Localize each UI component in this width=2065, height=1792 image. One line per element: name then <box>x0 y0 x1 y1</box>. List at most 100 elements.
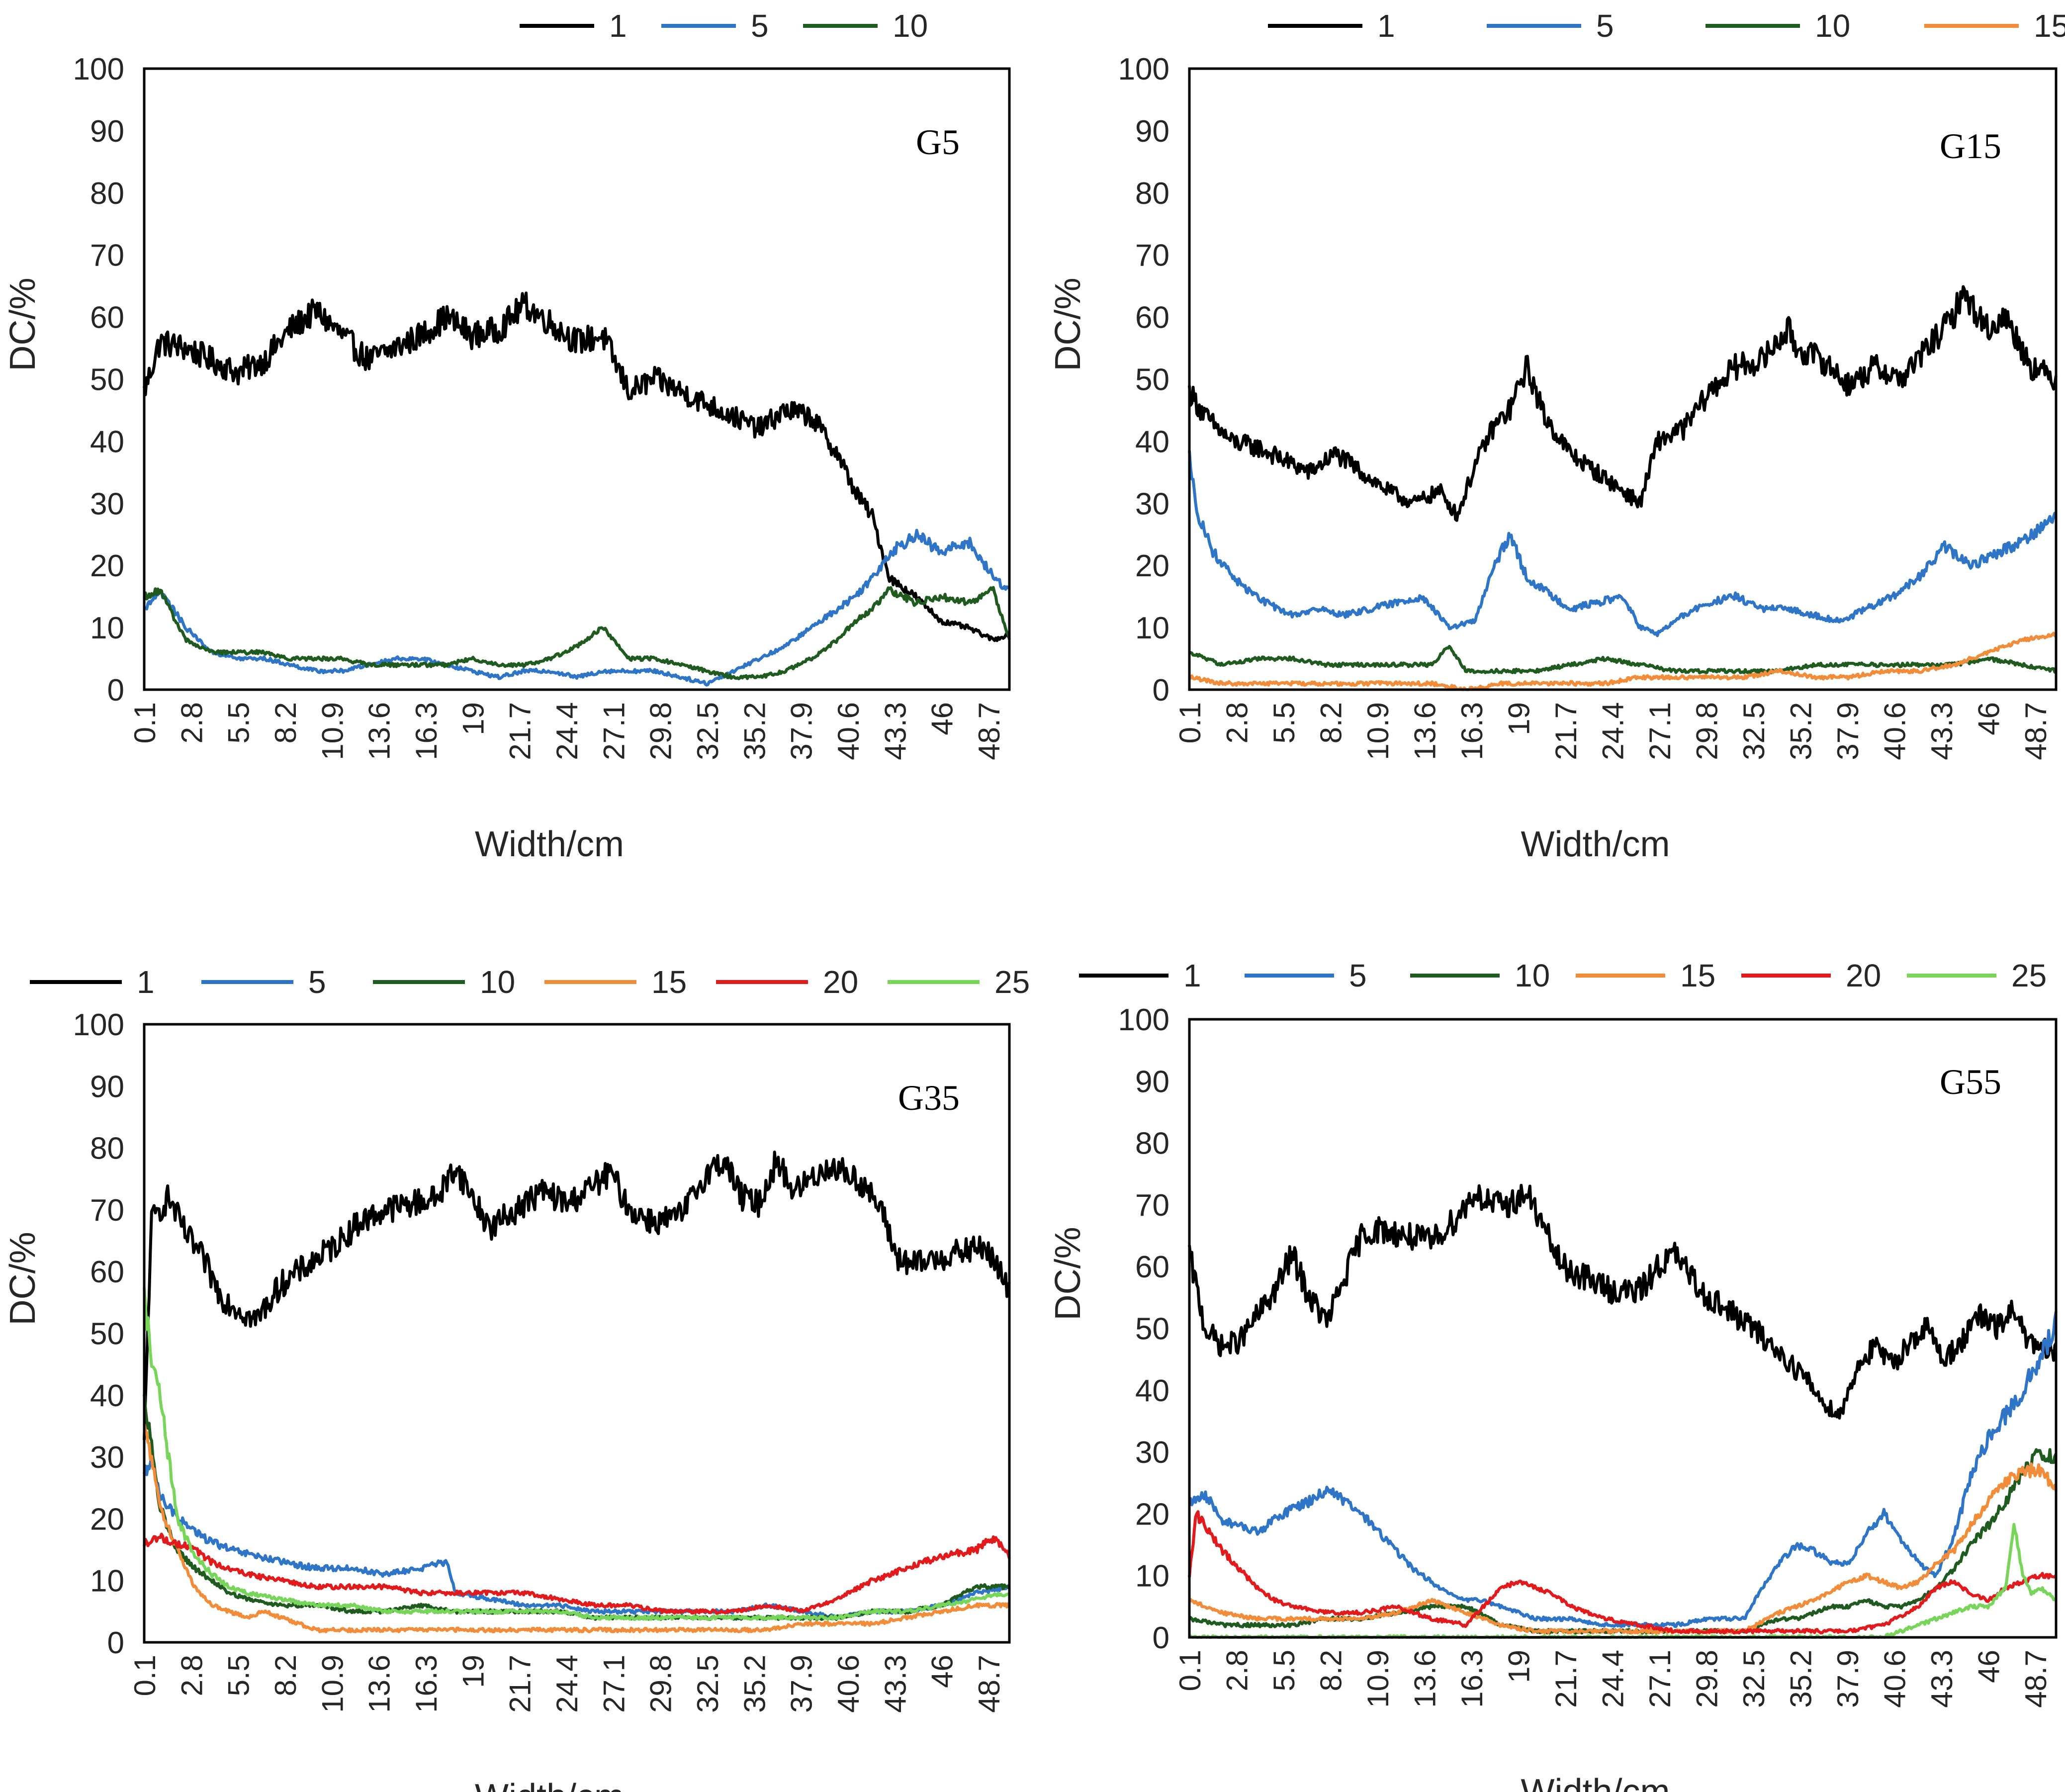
legend-label-10: 10 <box>1515 958 1550 993</box>
y-tick-label: 10 <box>90 611 124 645</box>
x-tick-label: 16.3 <box>1455 702 1489 760</box>
legend-label-5: 5 <box>751 8 769 44</box>
x-tick-label: 5.5 <box>222 702 256 743</box>
y-tick-label: 50 <box>90 363 124 397</box>
y-tick-label: 60 <box>90 1255 124 1289</box>
legend-label-1: 1 <box>137 964 155 1000</box>
y-tick-label: 10 <box>1135 611 1169 645</box>
series-line-20 <box>143 1532 1011 1615</box>
x-tick-label: 10.9 <box>316 702 349 760</box>
x-tick-label: 5.5 <box>1267 1650 1301 1691</box>
x-tick-label: 32.5 <box>691 702 724 760</box>
series-line-10 <box>1189 645 2057 675</box>
x-tick-label: 13.6 <box>1409 1650 1442 1708</box>
y-tick-label: 80 <box>1135 177 1169 211</box>
y-tick-label: 100 <box>1118 52 1169 87</box>
x-tick-label: 43.3 <box>879 1655 912 1713</box>
y-tick-label: 30 <box>90 487 124 521</box>
x-tick-label: 10.9 <box>1361 1650 1395 1708</box>
x-tick-label: 13.6 <box>1409 702 1442 760</box>
y-tick-label: 30 <box>1135 487 1169 521</box>
series-line-5 <box>1188 450 2058 637</box>
series-line-10 <box>1188 1448 2058 1635</box>
x-tick-label: 19 <box>456 702 490 735</box>
x-tick-label: 37.9 <box>785 702 818 760</box>
x-tick-label: 0.1 <box>1173 1650 1207 1691</box>
x-tick-label: 29.8 <box>1691 1650 1724 1708</box>
y-tick-label: 70 <box>90 1193 124 1228</box>
x-tick-label: 21.7 <box>1549 1650 1583 1708</box>
x-axis-title: Width/cm <box>1521 1772 1670 1792</box>
series-line-15 <box>143 1423 1011 1633</box>
y-tick-label: 20 <box>1135 549 1169 583</box>
y-tick-label: 70 <box>90 239 124 273</box>
y-tick-label: 40 <box>90 425 124 459</box>
y-tick-label: 60 <box>1135 301 1169 335</box>
series-line-5 <box>144 529 1011 687</box>
series-line-1 <box>143 291 1011 642</box>
x-tick-label: 37.9 <box>1831 702 1865 760</box>
y-axis-title: DC/% <box>3 277 43 371</box>
y-tick-label: 60 <box>1135 1250 1169 1284</box>
legend-label-5: 5 <box>1596 8 1614 44</box>
series-line-25 <box>143 1287 1010 1621</box>
x-tick-label: 27.1 <box>1643 702 1677 760</box>
series-line-10 <box>143 1394 1011 1621</box>
series-line-1 <box>1188 285 2058 522</box>
x-tick-label: 13.6 <box>363 702 396 760</box>
legend-label-15: 15 <box>1680 958 1715 993</box>
x-tick-label: 2.8 <box>175 1655 208 1696</box>
y-tick-label: 30 <box>90 1440 124 1475</box>
x-tick-label: 2.8 <box>1221 1650 1254 1691</box>
legend-label-10: 10 <box>893 8 928 44</box>
x-tick-label: 16.3 <box>410 702 443 760</box>
series-line-10 <box>143 586 1011 681</box>
x-tick-label: 27.1 <box>1643 1650 1677 1708</box>
x-tick-label: 48.7 <box>2019 702 2053 760</box>
x-tick-label: 35.2 <box>738 702 771 760</box>
x-tick-label: 29.8 <box>644 1655 678 1713</box>
panel-tag: G5 <box>916 122 960 162</box>
x-axis-title: Width/cm <box>475 824 624 864</box>
x-tick-label: 37.9 <box>1831 1650 1865 1708</box>
y-tick-label: 50 <box>1135 1312 1169 1346</box>
x-tick-label: 27.1 <box>597 1655 630 1713</box>
series-line-1 <box>143 1151 1011 1440</box>
y-tick-label: 20 <box>1135 1497 1169 1531</box>
x-tick-label: 40.6 <box>1879 702 1912 760</box>
y-tick-label: 90 <box>90 114 124 149</box>
x-tick-label: 2.8 <box>175 702 208 743</box>
y-tick-label: 90 <box>90 1070 124 1104</box>
x-tick-label: 24.4 <box>550 702 584 760</box>
x-tick-label: 46 <box>926 702 959 735</box>
x-tick-label: 46 <box>926 1655 959 1688</box>
legend-label-1: 1 <box>609 8 627 44</box>
y-tick-label: 100 <box>1118 1003 1169 1037</box>
x-tick-label: 32.5 <box>1737 702 1771 760</box>
x-tick-label: 24.4 <box>1597 1650 1630 1708</box>
x-tick-label: 21.7 <box>504 1655 537 1713</box>
x-tick-label: 35.2 <box>1785 702 1818 760</box>
x-tick-label: 19 <box>1503 1650 1536 1683</box>
y-tick-label: 30 <box>1135 1435 1169 1470</box>
y-tick-label: 40 <box>1135 1374 1169 1408</box>
series-line-1 <box>1188 1183 2058 1420</box>
y-tick-label: 90 <box>1135 1065 1169 1099</box>
x-axis-title: Width/cm <box>475 1777 624 1792</box>
x-tick-label: 8.2 <box>269 1655 302 1696</box>
y-tick-label: 100 <box>73 1008 124 1042</box>
panel-tag: G35 <box>898 1078 960 1118</box>
x-tick-label: 35.2 <box>738 1655 771 1713</box>
x-tick-label: 46 <box>1973 702 2006 735</box>
panel-tag: G55 <box>1940 1062 2001 1102</box>
x-tick-label: 10.9 <box>1361 702 1395 760</box>
y-tick-label: 80 <box>90 1132 124 1166</box>
x-tick-label: 43.3 <box>1925 702 1959 760</box>
x-tick-label: 16.3 <box>1455 1650 1489 1708</box>
x-tick-label: 48.7 <box>973 1655 1006 1713</box>
